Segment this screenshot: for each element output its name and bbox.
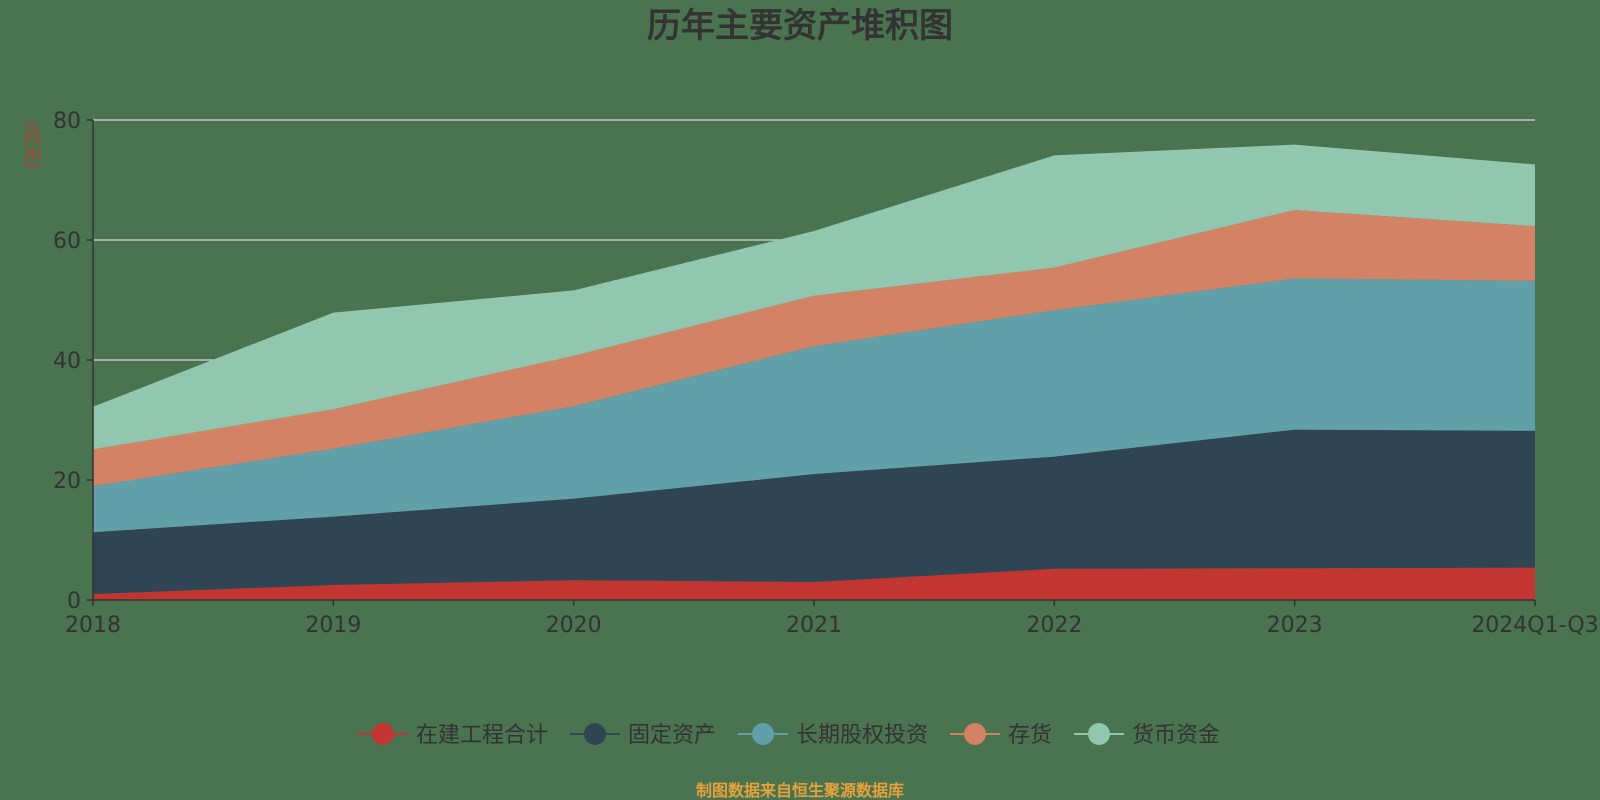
legend-item-4[interactable]: 货币资金 xyxy=(1074,723,1220,748)
chart-title: 历年主要资产堆积图 xyxy=(647,6,953,46)
legend: 在建工程合计 固定资产 长期股权投资 存货 货币资金 xyxy=(358,723,1220,748)
area-series-1 xyxy=(93,429,1535,594)
x-tick-label: 2022 xyxy=(1026,613,1082,638)
legend-item-0[interactable]: 在建工程合计 xyxy=(358,723,548,748)
legend-marker xyxy=(584,723,606,745)
axes: 0 20 40 60 80 2018 2019 2020 2021 2022 2023 2024Q1-… xyxy=(53,109,1599,638)
legend-label: 在建工程合计 xyxy=(416,723,548,748)
legend-label: 固定资产 xyxy=(628,723,716,748)
area-series-2 xyxy=(93,278,1535,533)
legend-marker xyxy=(752,723,774,745)
y-tick-label: 40 xyxy=(53,349,81,374)
x-tick-label: 2019 xyxy=(305,613,361,638)
legend-marker xyxy=(964,723,986,745)
x-tick-label: 2018 xyxy=(65,613,121,638)
legend-label: 长期股权投资 xyxy=(796,723,928,748)
y-tick-label: 0 xyxy=(67,589,81,614)
legend-item-1[interactable]: 固定资产 xyxy=(570,723,716,748)
area-series-3 xyxy=(93,210,1535,486)
legend-item-2[interactable]: 长期股权投资 xyxy=(738,723,928,748)
data-source-footer: 制图数据来自恒生聚源数据库 xyxy=(696,781,904,800)
y-tick-label: 20 xyxy=(53,469,81,494)
legend-marker xyxy=(372,723,394,745)
legend-label: 货币资金 xyxy=(1132,723,1220,748)
area-series-4 xyxy=(93,144,1535,450)
x-tick-label: 2020 xyxy=(546,613,602,638)
y-tick-label: 60 xyxy=(53,229,81,254)
x-tick-label: 2021 xyxy=(786,613,842,638)
area-series-layer xyxy=(93,144,1535,600)
y-tick-label: 80 xyxy=(53,109,81,134)
area-series-0 xyxy=(93,567,1535,600)
x-tick-label: 2024Q1-Q3 xyxy=(1471,613,1598,638)
legend-marker xyxy=(1088,723,1110,745)
legend-item-3[interactable]: 存货 xyxy=(950,723,1052,748)
legend-label: 存货 xyxy=(1008,723,1052,748)
y-axis-unit-label: (亿元) xyxy=(21,121,41,168)
x-tick-label: 2023 xyxy=(1267,613,1323,638)
